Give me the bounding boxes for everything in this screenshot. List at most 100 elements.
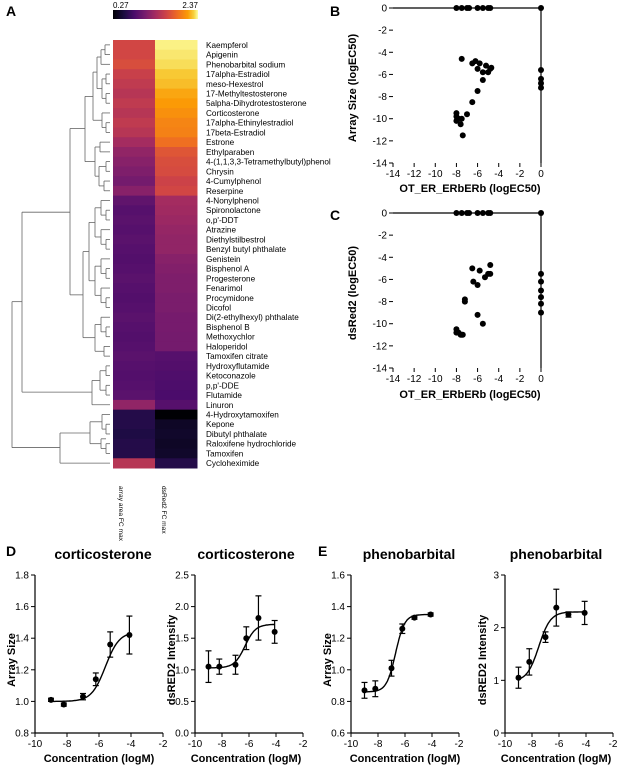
- data-point: [255, 614, 262, 621]
- heatmap-row-label: Kepone: [206, 420, 235, 429]
- scatter-point: [538, 80, 544, 87]
- heatmap-cell: [155, 234, 198, 245]
- data-point: [243, 635, 250, 642]
- heatmap-row-label: Ethylparaben: [206, 148, 255, 157]
- x-tick-label: -12: [407, 169, 422, 180]
- x-tick-label: -6: [95, 739, 104, 750]
- data-point: [427, 611, 434, 618]
- scatter-point: [476, 60, 483, 67]
- data-point: [388, 665, 395, 672]
- chart-title: phenobarbital: [363, 546, 456, 562]
- data-point: [515, 674, 522, 681]
- scatter-point: [474, 65, 481, 72]
- colorbar-max-label: 2.37: [182, 1, 198, 10]
- x-tick-label: -2: [515, 374, 524, 385]
- x-tick-label: -2: [299, 739, 308, 750]
- y-axis-label: dsRED2 Intensity: [166, 614, 178, 705]
- heatmap-cell: [113, 117, 156, 129]
- dendrogram: [11, 44, 110, 464]
- y-tick-label: 0.5: [175, 697, 189, 708]
- heatmap-cell: [155, 419, 198, 430]
- heatmap-cell: [155, 283, 198, 294]
- scatter-point: [487, 210, 494, 216]
- scatter-point: [479, 5, 486, 11]
- heatmap-cell: [155, 322, 198, 333]
- heatmap-cell: [155, 292, 198, 304]
- y-tick-label: 0.6: [331, 729, 345, 740]
- heatmap-cell: [113, 40, 156, 51]
- y-tick-label: 0.0: [175, 729, 189, 740]
- heatmap-row-label: 17beta-Estradiol: [206, 128, 266, 137]
- heatmap-cell: [113, 283, 156, 294]
- y-tick-label: 0.8: [15, 729, 29, 740]
- heatmap-cell: [155, 302, 198, 313]
- heatmap-row-label: Atrazine: [206, 226, 236, 235]
- x-tick-label: -8: [452, 169, 461, 180]
- y-tick-label: -10: [373, 319, 388, 330]
- x-axis-label: OT_ER_ERbERb (logEC50): [399, 183, 541, 195]
- y-tick-label: 1.0: [331, 665, 345, 676]
- heatmap-cell: [155, 195, 198, 206]
- y-tick-label: -14: [373, 364, 388, 375]
- y-axis-label: Array Size: [322, 633, 334, 687]
- heatmap-cell: [155, 215, 198, 226]
- scatter-point: [453, 117, 460, 124]
- scatter-point: [469, 265, 476, 272]
- y-tick-label: -12: [373, 136, 388, 147]
- data-point: [372, 685, 379, 692]
- x-tick-label: -6: [245, 739, 254, 750]
- heatmap-row-label: p,p'-DDE: [206, 381, 239, 390]
- y-tick-label: 1.6: [331, 571, 345, 582]
- heatmap-cell: [113, 98, 156, 109]
- heatmap-row-label: 17alpha-Ethinylestradiol: [206, 119, 294, 128]
- scatter-point: [474, 311, 481, 318]
- y-tick-label: -4: [378, 253, 387, 264]
- x-tick-label: -4: [494, 374, 503, 385]
- heatmap-cell: [155, 458, 198, 469]
- heatmap-cell: [113, 137, 156, 148]
- y-tick-label: 1: [493, 676, 499, 687]
- data-point: [48, 696, 54, 703]
- heatmap-cell: [113, 147, 156, 158]
- x-tick-label: -8: [452, 374, 461, 385]
- x-tick-label: -2: [609, 739, 618, 750]
- heatmap-row-label: Methoxychlor: [206, 333, 255, 342]
- heatmap-cell: [155, 244, 198, 255]
- y-tick-label: 2.0: [175, 602, 189, 613]
- scatter-points: [453, 5, 544, 139]
- heatmap-cells: [113, 40, 198, 469]
- scatter-point: [457, 121, 464, 128]
- heatmap-cell: [113, 399, 156, 411]
- heatmap-cell: [113, 302, 156, 313]
- scatter-point: [538, 75, 544, 82]
- heatmap-column-label: dsRed2 FC max: [160, 486, 167, 534]
- scatter-point: [488, 64, 495, 71]
- heatmap-cell: [155, 49, 198, 60]
- heatmap-row-label: Estrone: [206, 138, 235, 147]
- x-tick-label: -10: [188, 739, 203, 750]
- heatmap-row-label: Reserpine: [206, 187, 244, 196]
- heatmap-cell: [113, 234, 156, 245]
- colorbar: [113, 10, 198, 19]
- scatter-point: [487, 5, 494, 11]
- heatmap-cell: [113, 419, 156, 430]
- scatter-point: [474, 5, 481, 11]
- scatter-point: [479, 320, 486, 327]
- heatmap-row-label: Apigenin: [206, 51, 238, 60]
- x-tick-label: -10: [498, 739, 513, 750]
- heatmap-cell: [155, 399, 198, 411]
- data-point: [80, 693, 86, 700]
- x-tick-label: -2: [455, 739, 464, 750]
- heatmap-cell: [113, 254, 156, 265]
- scatter-point: [487, 270, 494, 277]
- heatmap-cell: [155, 137, 198, 148]
- heatmap-row-label: Flutamide: [206, 391, 242, 400]
- heatmap-row-label: Spironolactone: [206, 206, 261, 215]
- heatmap-cell: [155, 380, 198, 391]
- scatter-points: [453, 210, 544, 338]
- x-tick-label: -8: [374, 739, 383, 750]
- heatmap-cell: [113, 380, 156, 391]
- heatmap-row-label: Tamoxifen: [206, 449, 244, 458]
- heatmap-cell: [155, 390, 198, 401]
